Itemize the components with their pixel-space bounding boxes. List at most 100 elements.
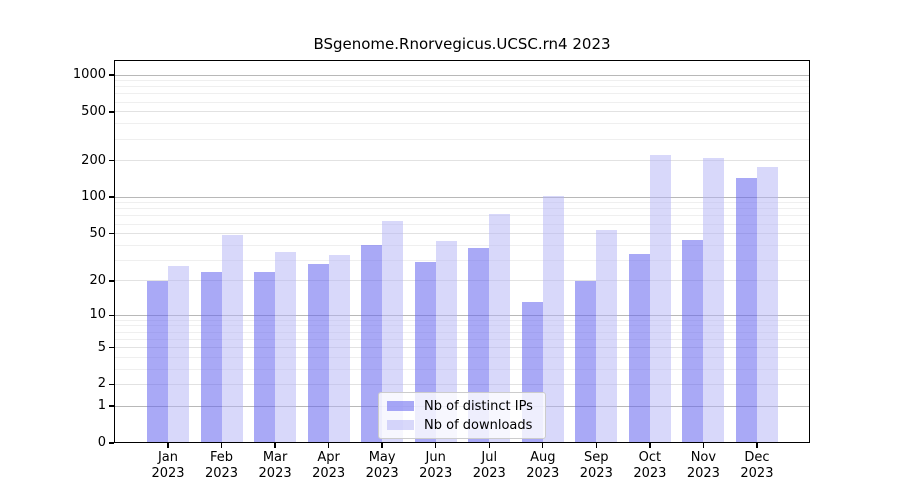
gridline [114, 138, 810, 140]
x-tick-mark [274, 443, 276, 448]
y-tick-mark [109, 196, 114, 198]
bar-ips-oct [628, 253, 650, 443]
x-tick-mark [542, 443, 544, 448]
y-tick-mark [109, 232, 114, 235]
y-tick-label: 1000 [72, 67, 106, 82]
plot-area [114, 60, 810, 443]
gridline [114, 93, 810, 95]
y-tick-label: 1 [97, 398, 106, 414]
y-tick-label: 5 [97, 339, 106, 355]
gridline [114, 101, 810, 103]
x-tick-mark [167, 443, 169, 448]
chart-title: BSgenome.Rnorvegicus.UCSC.rn4 2023 [313, 35, 611, 53]
gridline [114, 331, 810, 333]
bar-downloads-mar [275, 252, 297, 443]
bar-downloads-nov [703, 158, 725, 443]
y-tick-mark [109, 280, 114, 282]
bar-downloads-oct [649, 155, 671, 443]
gridline [114, 160, 810, 161]
y-tick-label: 20 [89, 272, 106, 288]
legend-item-distinct-ips: Nb of distinct IPs [387, 398, 537, 414]
bar-downloads-jan [168, 265, 189, 443]
gridline [114, 244, 810, 246]
x-tick-mark [702, 443, 705, 448]
gridline [114, 314, 810, 316]
legend-swatch-distinct-ips [387, 401, 414, 411]
x-tick-label-feb: Feb 2023 [204, 450, 239, 481]
legend-swatch-downloads [387, 420, 414, 430]
gridline [114, 368, 810, 370]
bar-downloads-apr [328, 255, 350, 443]
x-tick-label-aug: Aug 2023 [526, 450, 560, 481]
bar-downloads-feb [221, 234, 243, 443]
gridline [114, 319, 810, 321]
gridline [114, 202, 810, 204]
legend-item-downloads: Nb of downloads [387, 417, 537, 433]
gridline [114, 233, 810, 235]
legend-label-downloads: Nb of downloads [424, 417, 533, 433]
gridline [114, 259, 810, 261]
y-tick-mark [109, 111, 114, 113]
x-tick-label-oct: Oct 2023 [633, 450, 667, 481]
bar-downloads-sep [596, 229, 618, 443]
bar-ips-jan [147, 280, 168, 443]
x-tick-label-apr: Apr 2023 [312, 450, 346, 481]
y-tick-label: 500 [81, 103, 106, 119]
y-tick-label: 2 [97, 376, 106, 392]
gridline [114, 80, 810, 82]
gridline [114, 123, 810, 125]
bar-downloads-dec [756, 166, 778, 443]
x-tick-label-jan: Jan 2023 [151, 450, 185, 481]
x-tick-label-sep: Sep 2023 [579, 450, 613, 481]
y-tick-mark [109, 346, 114, 349]
gridline [114, 223, 810, 225]
bar-ips-mar [254, 271, 276, 443]
gridline [114, 74, 810, 76]
gridline [114, 325, 810, 327]
legend-label-distinct-ips: Nb of distinct IPs [424, 398, 533, 414]
x-tick-mark [595, 443, 597, 448]
y-tick-mark [109, 74, 114, 76]
x-tick-label-may: May 2023 [365, 450, 399, 481]
y-tick-mark [109, 159, 114, 162]
x-tick-mark [649, 443, 651, 448]
y-tick-mark [109, 383, 114, 386]
x-tick-label-nov: Nov 2023 [686, 450, 720, 481]
y-tick-mark [109, 442, 114, 444]
gridline [114, 86, 810, 88]
y-tick-mark [109, 314, 114, 316]
gridline [114, 383, 810, 385]
bar-ips-dec [735, 178, 757, 443]
x-tick-mark [381, 443, 383, 448]
y-tick-label: 10 [89, 307, 106, 323]
x-tick-label-dec: Dec 2023 [740, 450, 774, 481]
y-tick-label: 0 [97, 435, 106, 450]
x-tick-mark [756, 443, 758, 448]
gridline [114, 338, 810, 340]
gridline [114, 208, 810, 210]
gridline [114, 215, 810, 217]
x-tick-mark [220, 443, 223, 448]
bar-downloads-may [382, 220, 404, 443]
bar-ips-feb [200, 271, 222, 443]
bar-downloads-jul [489, 214, 511, 443]
x-tick-label-jul: Jul 2023 [472, 450, 506, 481]
gridline [114, 356, 810, 358]
bar-ips-nov [682, 240, 704, 443]
x-tick-mark [435, 443, 437, 448]
legend: Nb of distinct IPs Nb of downloads [378, 392, 546, 439]
bar-downloads-aug [542, 196, 564, 443]
y-tick-label: 200 [81, 152, 106, 168]
gridline [114, 196, 810, 198]
y-tick-label: 50 [89, 225, 106, 241]
gridline [114, 111, 810, 113]
bar-ips-sep [575, 280, 597, 443]
y-tick-label: 100 [81, 189, 106, 205]
x-tick-mark [488, 443, 490, 448]
gridline [114, 280, 810, 282]
bar-ips-may [361, 245, 383, 443]
x-tick-label-jun: Jun 2023 [419, 450, 453, 481]
y-tick-mark [109, 405, 114, 407]
bar-ips-apr [307, 263, 329, 443]
